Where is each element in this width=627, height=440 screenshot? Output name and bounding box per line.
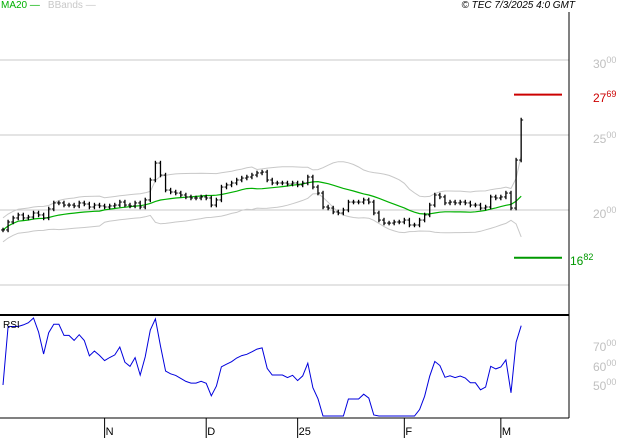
rsi-axis-label-minor: 00 (606, 338, 617, 348)
resistance-label-minor: 69 (606, 88, 617, 99)
ma20-line (2, 180, 522, 231)
rsi-line (2, 317, 522, 417)
rsi-axis-label: 7000 (593, 338, 616, 354)
price-axis-label: 2500 (593, 130, 616, 146)
price-axis-label-major: 30 (593, 57, 607, 71)
price-axis-label-major: 25 (593, 132, 607, 146)
resistance-label: 2769 (593, 89, 616, 105)
rsi-axis-label-minor: 00 (606, 357, 617, 368)
legend: MA20 — BBands — (1, 0, 96, 11)
x-axis-label: D (207, 426, 216, 438)
x-axis-label: 25 (298, 426, 311, 438)
support-label-major: 16 (570, 253, 584, 268)
rsi-label: RSI (3, 320, 20, 331)
x-axis-label: F (405, 426, 413, 438)
price-axis-label-major: 20 (593, 207, 607, 221)
copyright: © TEC 7/3/2025 4:0 GMT (461, 0, 575, 11)
legend-ma20: MA20 (1, 0, 28, 11)
rsi-axis-label-major: 70 (593, 340, 607, 354)
rsi-axis-label: 5000 (593, 377, 616, 393)
x-axis-label: N (105, 426, 114, 438)
rsi-axis-label: 6000 (593, 358, 616, 374)
price-axis-label-minor: 00 (606, 55, 617, 65)
resistance-label-major: 27 (593, 90, 607, 105)
rsi-axis-label-major: 50 (593, 379, 607, 393)
rsi-axis-label-minor: 00 (606, 377, 617, 387)
x-axis-label: M (501, 426, 511, 438)
support-label: 1682 (570, 252, 593, 268)
legend-bbands: BBands (47, 0, 83, 11)
rsi-axis-label-major: 60 (593, 359, 607, 374)
support-label-minor: 82 (583, 251, 594, 262)
price-axis-label: 3000 (593, 55, 616, 71)
bband-lower (2, 193, 522, 243)
price-axis-label: 2000 (593, 205, 616, 221)
price-axis-label-minor: 00 (606, 205, 617, 215)
price-axis-label-minor: 00 (606, 130, 617, 140)
